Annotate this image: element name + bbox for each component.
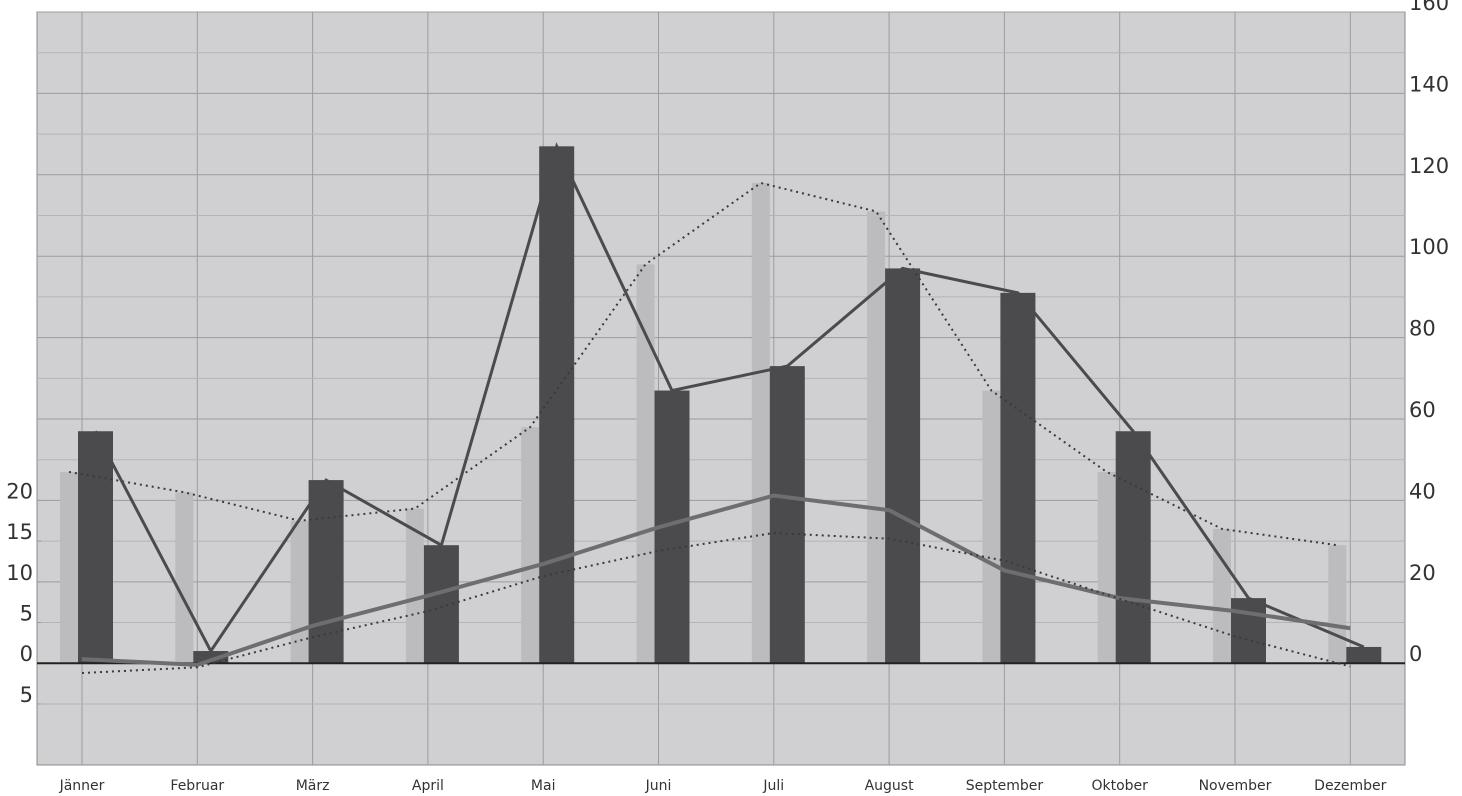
y-tick-label: 15: [6, 520, 33, 544]
bar: [539, 146, 575, 664]
y2-tick-label: 100: [1409, 235, 1449, 259]
y-tick-label: 0: [20, 642, 33, 666]
x-tick-label: Dezember: [1314, 778, 1386, 794]
bar: [175, 492, 194, 664]
bar: [60, 471, 78, 664]
x-tick-label: April: [412, 778, 444, 794]
y-tick-label: 20: [6, 479, 33, 503]
plot-area: [36, 11, 1406, 766]
x-tick-label: Februar: [170, 778, 224, 794]
bar: [1115, 431, 1151, 664]
bar: [1328, 545, 1347, 664]
bar: [290, 520, 309, 664]
bar: [78, 431, 113, 664]
bar: [1231, 598, 1266, 664]
line: [81, 493, 1351, 667]
bar-line: [94, 142, 1365, 654]
y2-tick-label: 40: [1409, 479, 1436, 503]
x-tick-label: August: [865, 778, 915, 794]
bar-line: [68, 181, 1338, 547]
bar: [982, 390, 1001, 664]
bar: [193, 651, 229, 664]
x-tick-label: Mai: [531, 778, 556, 794]
y-tick-label: 5: [20, 602, 33, 626]
y-tick-label: 5: [20, 683, 33, 707]
y2-tick-label: 60: [1409, 398, 1436, 422]
bar: [405, 508, 424, 664]
x-tick-label: September: [966, 778, 1044, 794]
bar: [867, 211, 886, 664]
y2-tick-label: 80: [1409, 317, 1436, 341]
line: [81, 531, 1351, 675]
x-tick-label: Juni: [645, 778, 672, 794]
x-tick-label: März: [296, 778, 330, 794]
bar: [308, 480, 344, 664]
y2-tick-label: 140: [1409, 72, 1449, 96]
y-tick-label: 10: [6, 561, 33, 585]
bar: [521, 427, 540, 664]
bar: [1097, 471, 1116, 664]
bar: [1346, 646, 1382, 664]
y2-tick-label: 20: [1409, 561, 1436, 585]
bar: [1000, 292, 1036, 664]
y2-tick-label: 0: [1409, 642, 1422, 666]
x-tick-label: Oktober: [1091, 778, 1148, 794]
bar: [636, 264, 655, 664]
bar: [769, 366, 805, 664]
x-tick-label: Juli: [762, 778, 784, 794]
x-tick-label: Jänner: [59, 778, 105, 794]
bar: [751, 182, 770, 664]
y2-tick-label: 120: [1409, 154, 1449, 178]
bar: [885, 268, 921, 664]
x-tick-label: November: [1199, 778, 1272, 794]
y2-tick-label: 160: [1409, 0, 1449, 15]
